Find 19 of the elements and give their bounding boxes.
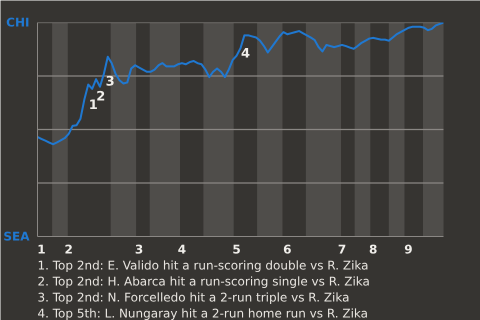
text: CHI (6, 16, 30, 30)
text: 1. Top 2nd: E. Valido hit a run-scoring double vs R. Zika (38, 258, 368, 272)
text: 4. Top 5th: L. Nungaray hit a 2-run home run vs R. Zika (38, 306, 368, 320)
annotation: 1 (88, 98, 98, 113)
x-tick-label: 4 (178, 242, 186, 256)
x-tick-label: 6 (283, 242, 292, 256)
x-tick-label: 7 (338, 242, 346, 256)
annotation: 2 (96, 89, 106, 104)
text: 2. Top 2nd: H. Abarca hit a run-scoring single vs R. Zika (38, 274, 370, 288)
x-tick-label: 3 (134, 242, 144, 256)
annotation: 3 (106, 74, 115, 90)
x-tick-label: 9 (404, 242, 413, 256)
annotation: 4 (241, 46, 250, 62)
x-tick-label: 8 (369, 242, 378, 256)
x-tick-label: 2 (64, 242, 73, 256)
text: 3. Top 2nd: N. Forcelledo hit a 2-run triple vs R. Zika (38, 290, 350, 304)
x-tick-label: 5 (232, 242, 241, 256)
text: SEA (3, 230, 30, 244)
x-tick-label: 1 (37, 242, 46, 256)
